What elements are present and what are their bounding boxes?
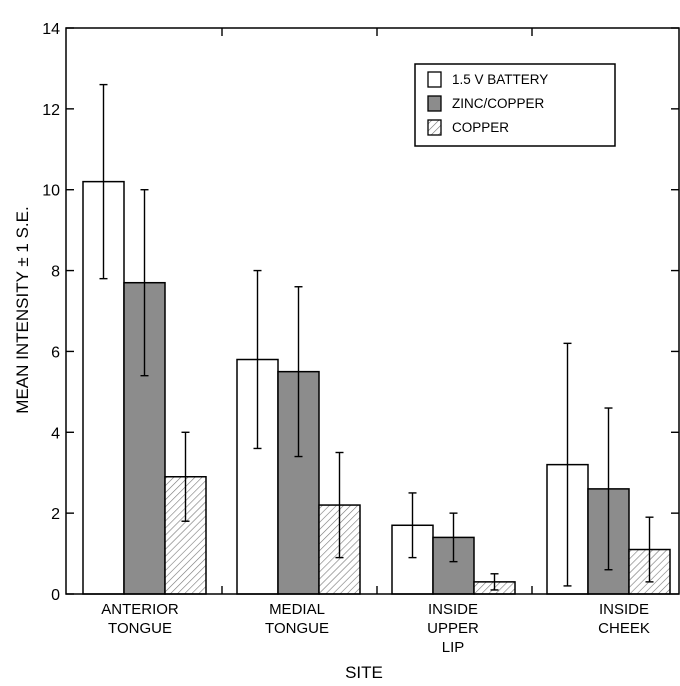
plot-frame — [65, 27, 680, 595]
legend-label: COPPER — [452, 120, 509, 135]
x-axis-title: SITE — [345, 663, 383, 682]
y-tick-label: 12 — [42, 102, 60, 119]
legend-swatch — [427, 95, 442, 112]
category-label: TONGUE — [108, 620, 172, 637]
category-label: ANTERIOR — [101, 601, 179, 618]
category-label: LIP — [442, 639, 465, 656]
y-tick-label: 6 — [51, 344, 60, 361]
y-axis-title: MEAN INTENSITY ± 1 S.E. — [13, 206, 32, 413]
legend-label: 1.5 V BATTERY — [452, 72, 548, 87]
legend-swatch — [427, 71, 442, 88]
y-tick-label: 0 — [51, 587, 60, 604]
category-label: INSIDE — [428, 601, 478, 618]
legend-label: ZINC/COPPER — [452, 96, 545, 111]
y-tick-label: 8 — [51, 264, 60, 281]
category-label: MEDIAL — [269, 601, 325, 618]
y-tick-label: 10 — [42, 183, 60, 200]
y-tick-label: 14 — [42, 21, 60, 38]
y-tick-label: 2 — [51, 506, 60, 523]
legend-box — [414, 63, 616, 147]
legend-swatch — [427, 119, 442, 136]
category-label: CHEEK — [598, 620, 650, 637]
category-label: TONGUE — [265, 620, 329, 637]
y-tick-label: 4 — [51, 425, 60, 442]
category-label: INSIDE — [599, 601, 649, 618]
category-label: UPPER — [427, 620, 479, 637]
